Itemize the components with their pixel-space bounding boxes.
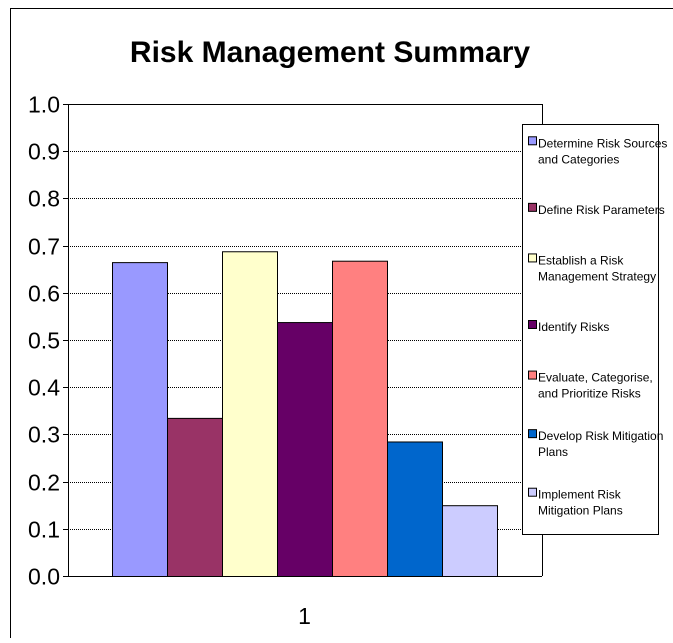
legend-label: Identify Risks	[538, 320, 609, 334]
bar	[332, 260, 388, 577]
legend-swatch	[528, 429, 537, 439]
bar	[112, 262, 168, 577]
y-tick-label: 0.4	[28, 375, 60, 401]
legend-swatch	[528, 253, 537, 263]
bar	[387, 441, 443, 578]
legend-label: Management Strategy	[538, 269, 656, 283]
legend-swatch	[528, 202, 537, 212]
y-tick-label: 0.5	[28, 328, 60, 354]
bar	[222, 251, 278, 577]
y-tick-label: 0.7	[28, 234, 60, 260]
y-tick-label: 0.2	[28, 470, 60, 496]
legend-label: Develop Risk Mitigation	[538, 429, 663, 443]
y-tick-label: 0.6	[28, 281, 60, 307]
x-tick-label: 1	[298, 603, 311, 629]
y-tick-label: 0.9	[28, 139, 60, 165]
legend-box	[522, 124, 659, 535]
y-tick-label: 0.3	[28, 422, 60, 448]
legend-swatch	[528, 370, 537, 380]
y-tick-label: 0.8	[28, 186, 60, 212]
legend-label: Implement Risk	[538, 488, 622, 502]
legend-label: Mitigation Plans	[538, 504, 623, 518]
legend-label: Establish a Risk	[538, 253, 624, 267]
y-tick-label: 1.0	[28, 92, 60, 118]
bar	[167, 417, 223, 577]
legend-label: and Categories	[538, 152, 619, 166]
bar	[442, 505, 498, 578]
y-tick-label: 0.1	[28, 517, 60, 543]
legend-label: Plans	[538, 445, 568, 459]
legend-label: and Prioritize Risks	[538, 387, 641, 401]
legend-label: Evaluate, Categorise,	[538, 371, 653, 385]
y-tick-label: 0.0	[28, 564, 60, 590]
legend-swatch	[528, 320, 537, 329]
chart-title: Risk Management Summary	[130, 36, 530, 69]
legend-swatch	[528, 487, 537, 497]
legend-swatch	[528, 136, 537, 146]
legend-label: Define Risk Parameters	[538, 203, 665, 217]
bar	[277, 322, 333, 577]
legend-label: Determine Risk Sources	[538, 136, 667, 150]
